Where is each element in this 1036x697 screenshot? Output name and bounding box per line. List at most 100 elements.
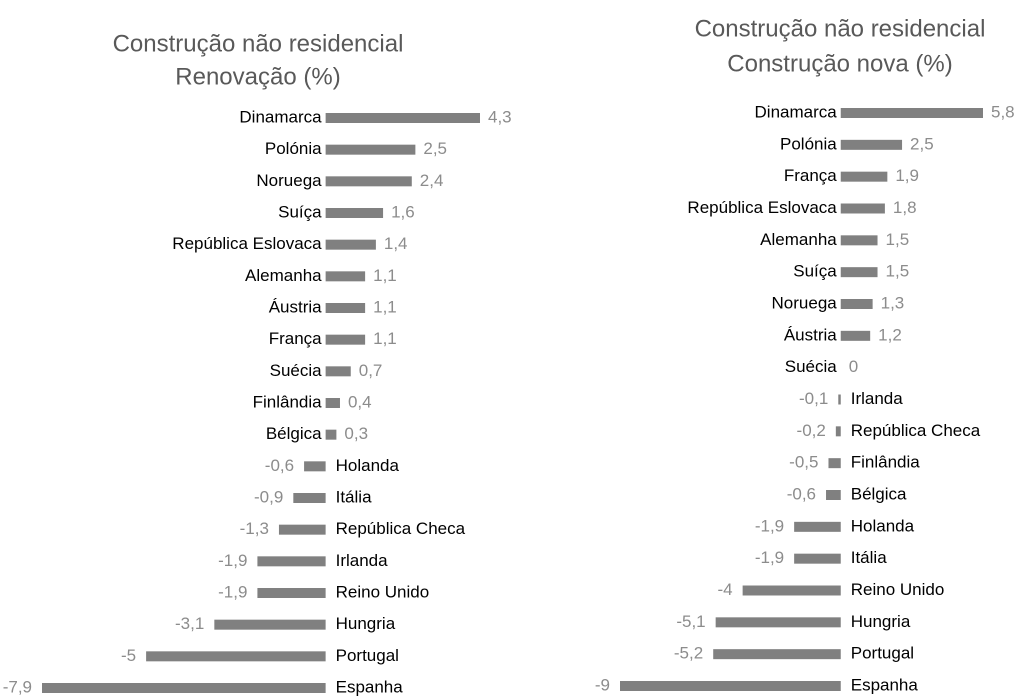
value-label: -5,1 — [676, 612, 705, 631]
value-label: 4,3 — [488, 107, 512, 126]
bar — [325, 398, 340, 408]
bar — [214, 619, 326, 630]
category-label: Itália — [851, 548, 887, 567]
bar — [325, 144, 416, 155]
category-label: Bélgica — [851, 484, 907, 503]
value-label: 1,6 — [391, 202, 415, 221]
category-label: República Eslovaca — [687, 198, 837, 217]
bar — [794, 553, 841, 564]
bar — [840, 299, 873, 309]
value-label: -4 — [718, 580, 733, 599]
bar — [257, 588, 326, 598]
category-label: Dinamarca — [755, 102, 838, 121]
chart-subtitle: Renovação (%) — [175, 63, 340, 90]
category-label: Itália — [336, 487, 372, 506]
category-label: Holanda — [336, 456, 400, 475]
value-label: -1,9 — [755, 516, 784, 535]
bar — [325, 113, 480, 123]
category-label: Hungria — [851, 612, 911, 631]
bar — [325, 271, 366, 282]
chart-title: Construção não residencial — [113, 30, 404, 57]
value-label: 0,4 — [348, 392, 372, 411]
value-label: 1,1 — [373, 266, 397, 285]
value-label: 0,7 — [359, 361, 383, 380]
category-label: Finlândia — [253, 392, 323, 411]
category-label: Espanha — [851, 675, 919, 694]
value-label: -7,9 — [3, 677, 32, 696]
value-label: 1,5 — [886, 262, 910, 281]
category-label: Alemanha — [760, 230, 837, 249]
category-label: Finlândia — [851, 453, 921, 472]
bar — [715, 617, 841, 628]
category-label: República Checa — [851, 421, 981, 440]
category-label: Irlanda — [851, 389, 904, 408]
value-label: -3,1 — [175, 614, 204, 633]
category-label: Áustria — [784, 325, 837, 344]
value-label: -9 — [595, 675, 610, 694]
category-label: Alemanha — [245, 266, 322, 285]
value-label: 1,8 — [893, 198, 917, 217]
value-label: -0,9 — [254, 487, 283, 506]
value-label: -1,3 — [240, 519, 269, 538]
value-label: -0,1 — [799, 389, 828, 408]
bar — [840, 171, 888, 182]
category-label: Áustria — [269, 297, 322, 316]
bar — [278, 524, 326, 535]
category-label: Suécia — [785, 357, 838, 376]
category-label: Bélgica — [266, 424, 322, 443]
bar — [146, 651, 326, 662]
value-label: -5,2 — [674, 644, 703, 663]
bar — [840, 203, 885, 214]
bar — [713, 649, 841, 660]
value-label: 2,4 — [420, 171, 444, 190]
category-label: Portugal — [336, 646, 399, 665]
bar — [840, 235, 878, 246]
value-label: -0,6 — [265, 456, 294, 475]
bar — [325, 429, 337, 440]
value-label: -0,6 — [787, 484, 816, 503]
bar — [840, 108, 983, 118]
category-label: Espanha — [336, 677, 404, 696]
bar — [840, 330, 871, 341]
value-label: 1,1 — [373, 329, 397, 348]
value-label: 1,2 — [878, 325, 902, 344]
value-label: 1,9 — [895, 166, 919, 185]
value-label: 1,3 — [881, 293, 905, 312]
value-label: 1,1 — [373, 297, 397, 316]
category-label: Dinamarca — [239, 107, 322, 126]
category-label: Polónia — [780, 134, 837, 153]
bar — [838, 394, 841, 405]
bar — [826, 490, 841, 500]
category-label: Reino Unido — [336, 582, 430, 601]
value-label: -1,9 — [218, 551, 247, 570]
bar — [794, 521, 841, 532]
value-label: -0,5 — [789, 453, 818, 472]
bar — [42, 683, 326, 693]
category-label: Suíça — [278, 202, 322, 221]
bar — [835, 426, 841, 437]
category-label: Suécia — [270, 361, 323, 380]
value-label: 5,8 — [991, 102, 1015, 121]
value-label: -1,9 — [218, 582, 247, 601]
category-label: Suíça — [793, 262, 837, 281]
value-label: 1,5 — [886, 230, 910, 249]
bar — [304, 461, 326, 472]
value-label: 0,3 — [344, 424, 368, 443]
bar — [620, 681, 841, 691]
value-label: 2,5 — [910, 134, 934, 153]
category-label: Irlanda — [336, 551, 389, 570]
category-label: Noruega — [772, 293, 838, 312]
bar — [325, 334, 366, 345]
category-label: República Eslovaca — [172, 234, 322, 253]
category-label: Holanda — [851, 516, 915, 535]
bar — [840, 267, 878, 278]
bar — [293, 493, 326, 503]
chart-title: Construção não residencial — [695, 15, 986, 42]
category-label: Noruega — [256, 171, 322, 190]
category-label: França — [784, 166, 837, 185]
value-label: 1,4 — [384, 234, 408, 253]
category-label: Hungria — [336, 614, 396, 633]
bar — [742, 585, 841, 596]
bar — [840, 139, 903, 150]
